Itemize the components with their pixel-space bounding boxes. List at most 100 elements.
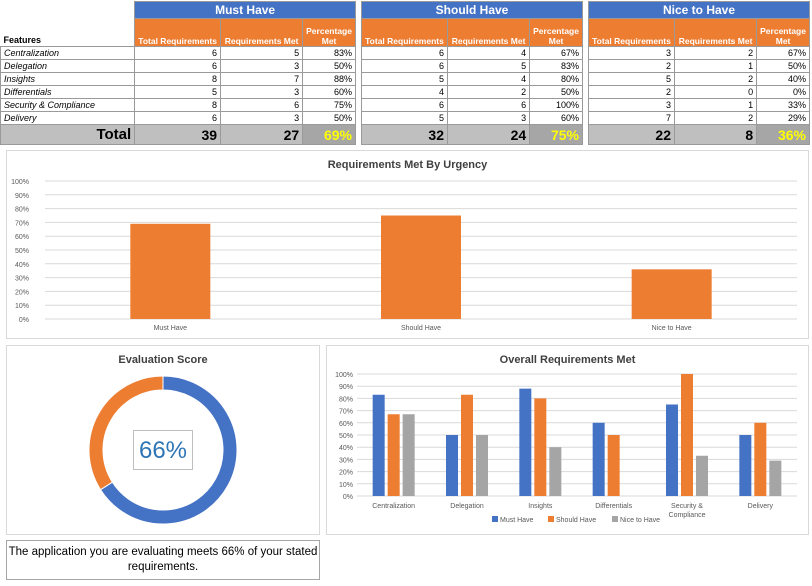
total-requirements-cell: 5: [361, 72, 448, 86]
percentage-met-cell: 83%: [529, 59, 583, 73]
overall-bar: [446, 435, 458, 496]
sum-percentage: 75%: [529, 124, 583, 145]
percentage-met-cell: 67%: [529, 46, 583, 60]
overall-bar: [681, 374, 693, 496]
table-row: 4 2 50%: [361, 85, 583, 99]
requirements-met-cell: 3: [220, 85, 304, 99]
y-tick-label: 50%: [15, 248, 29, 255]
requirements-met-cell: 2: [673, 72, 758, 86]
must-have-table: Must Have Features Total Requirements Requi…: [0, 1, 356, 145]
evaluation-donut-chart: [88, 375, 238, 525]
table-row: 6 6 100%: [361, 98, 583, 112]
x-tick-label: Compliance: [669, 512, 706, 519]
y-tick-label: 30%: [15, 276, 29, 283]
percentage-met-cell: 60%: [302, 85, 356, 99]
group-title: Should Have: [361, 1, 583, 19]
table-row: Security & Compliance 8 6 75%: [0, 98, 356, 112]
group-title: Must Have: [134, 1, 356, 19]
urgency-bar: [381, 215, 461, 319]
y-tick-label: 10%: [339, 482, 353, 489]
percentage-met-cell: 83%: [302, 46, 356, 60]
overall-bar: [607, 435, 620, 496]
total-requirements-cell: 7: [588, 111, 675, 125]
requirements-met-cell: 1: [673, 59, 758, 73]
nice-to-have-table: Nice to Have Total Requirements Requiremen…: [588, 1, 810, 145]
requirements-met-cell: 6: [220, 98, 304, 112]
overall-bar: [476, 435, 488, 496]
requirements-met-cell: 2: [446, 85, 531, 99]
group-title: Nice to Have: [588, 1, 810, 19]
overall-bar: [769, 460, 782, 496]
overall-bar: [666, 404, 678, 496]
y-tick-label: 0%: [343, 494, 353, 501]
sub-header-2: Percentage Met: [302, 18, 356, 47]
sub-header-2: Percentage Met: [756, 18, 810, 47]
table-row: 2 1 50%: [588, 59, 810, 73]
x-tick-label: Centralization: [372, 503, 415, 510]
overall-bar: [696, 455, 708, 496]
overall-bar: [549, 447, 562, 496]
overall-bar: [461, 394, 473, 496]
legend-swatch: [612, 516, 618, 522]
evaluation-score-value: 66%: [133, 430, 193, 470]
evaluation-note: The application you are evaluating meets…: [6, 540, 320, 580]
urgency-chart-panel: Requirements Met By Urgency 0% 10% 20% 30% 4…: [6, 150, 809, 339]
requirements-met-cell: 3: [446, 111, 531, 125]
total-label: Total: [0, 124, 136, 145]
total-requirements-cell: 5: [588, 72, 675, 86]
urgency-chart-title: Requirements Met By Urgency: [327, 159, 488, 171]
group-header-row: Nice to Have: [588, 1, 810, 19]
requirements-met-cell: 5: [220, 46, 304, 60]
overall-chart-title: Overall Requirements Met: [499, 354, 636, 366]
overall-bar: [754, 422, 767, 496]
total-requirements-cell: 6: [361, 98, 448, 112]
requirements-met-cell: 1: [673, 98, 758, 112]
percentage-met-cell: 60%: [529, 111, 583, 125]
overall-bar: [592, 422, 605, 496]
should-have-table: Should Have Total Requirements Requirement…: [361, 1, 583, 145]
overall-bar: [519, 388, 532, 496]
feature-name: Security & Compliance: [0, 98, 136, 112]
sub-header-2: Percentage Met: [529, 18, 583, 47]
percentage-met-cell: 100%: [529, 98, 583, 112]
table-row: 5 4 80%: [361, 72, 583, 86]
sub-header-1: Requirements Met: [220, 18, 304, 47]
table-row: Delivery 6 3 50%: [0, 111, 356, 125]
total-requirements-cell: 4: [361, 85, 448, 99]
total-requirements-cell: 5: [134, 85, 222, 99]
urgency-bar: [130, 223, 211, 319]
evaluation-score-panel: Evaluation Score 66%: [6, 345, 320, 535]
y-tick-label: 70%: [339, 409, 353, 416]
overall-chart: 0% 10% 20% 30% 40% 50% 60% 70% 80% 90% 100% Central…: [335, 372, 797, 524]
urgency-bar: [631, 269, 712, 319]
total-requirements-cell: 3: [588, 46, 675, 60]
total-row: 22 8 36%: [588, 124, 810, 145]
table-row: Insights 8 7 88%: [0, 72, 356, 86]
total-requirements-cell: 5: [361, 111, 448, 125]
table-row: 2 0 0%: [588, 85, 810, 99]
requirements-met-cell: 5: [446, 59, 531, 73]
y-tick-label: 20%: [339, 470, 353, 477]
percentage-met-cell: 33%: [756, 98, 810, 112]
y-tick-label: 90%: [339, 384, 353, 391]
x-tick-label: Delegation: [450, 503, 484, 510]
overall-bar: [739, 435, 752, 496]
sum-total: 22: [588, 124, 675, 145]
total-requirements-cell: 8: [134, 98, 222, 112]
urgency-chart: 0% 10% 20% 30% 40% 50% 60% 70% 80% 90% 100% Must Ha…: [11, 179, 797, 332]
sum-percentage: 36%: [756, 124, 810, 145]
x-tick-label: Differentials: [595, 503, 632, 510]
x-tick-label: Security &: [671, 503, 703, 510]
y-tick-label: 40%: [339, 445, 353, 452]
overall-bar: [402, 414, 415, 496]
y-tick-label: 90%: [15, 193, 29, 200]
x-tick-label: Should Have: [401, 325, 441, 332]
feature-name: Delegation: [0, 59, 136, 73]
table-row: Delegation 6 3 50%: [0, 59, 356, 73]
legend-swatch: [548, 516, 554, 522]
feature-name: Centralization: [0, 46, 136, 60]
legend-swatch: [492, 516, 498, 522]
percentage-met-cell: 75%: [302, 98, 356, 112]
y-tick-label: 10%: [15, 303, 29, 310]
sum-total: 39: [134, 124, 222, 145]
